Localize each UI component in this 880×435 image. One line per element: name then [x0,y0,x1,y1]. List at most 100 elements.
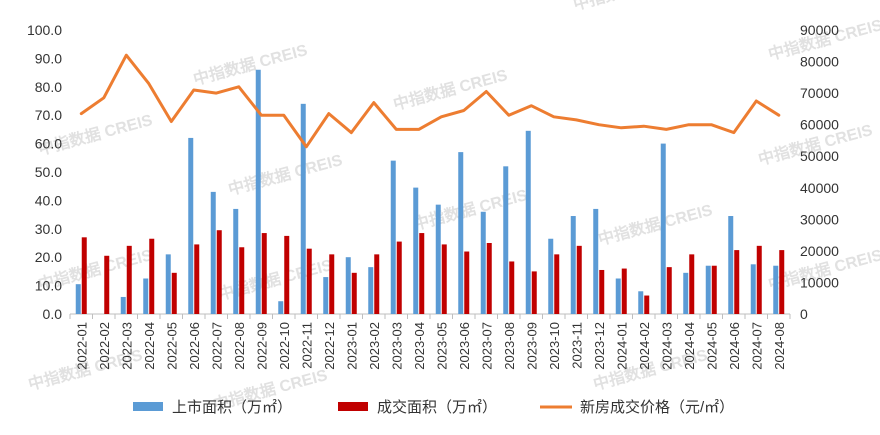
y-left-tick-label: 60.0 [35,136,62,152]
watermark-text: 中指数据 CREIS [226,150,345,199]
bar-sold-area-2023-06 [464,251,470,314]
x-tick-label: 2022-04 [142,322,157,370]
bar-sold-area-2023-04 [419,233,425,314]
bar-listed-area-2023-09 [525,130,531,314]
bar-listed-area-2023-12 [593,208,599,314]
bar-listed-area-2022-11 [300,103,306,314]
x-tick-label: 2023-03 [389,322,404,370]
legend-swatch-listed [133,402,163,411]
x-tick-label: 2023-07 [479,322,494,370]
bar-listed-area-2024-04 [683,272,689,314]
bar-listed-area-2022-09 [255,69,261,314]
x-tick-label: 2022-01 [74,322,89,370]
y-right-tick-label: 90000 [800,22,839,38]
x-tick-label: 2024-01 [614,322,629,370]
y-right-tick-label: 30000 [800,211,839,227]
x-tick-label: 2023-11 [569,322,584,369]
y-right-tick-label: 40000 [800,180,839,196]
price-line-path [79,53,781,149]
legend: 上市面积（万㎡） 成交面积（万㎡） 新房成交价格（元/㎡） [133,398,734,416]
x-tick-label: 2022-12 [322,322,337,370]
bar-sold-area-2024-06 [734,250,740,314]
x-tick-label: 2022-07 [209,322,224,370]
bar-sold-area-2022-07 [216,230,222,314]
y-left-tick-label: 20.0 [35,249,62,265]
axes [69,313,791,319]
legend-swatch-sold [338,402,368,411]
bar-sold-area-2022-11 [306,248,312,314]
bar-sold-area-2023-09 [531,271,537,314]
bar-sold-area-2022-03 [126,245,132,314]
bar-sold-area-2023-05 [441,244,447,314]
y-left-axis-ticks: 0.0 10.0 20.0 30.0 40.0 50.0 60.0 70.0 80.0 90.0 1… [27,22,62,322]
bar-listed-area-2023-03 [390,160,396,314]
watermark-text: 中指数据 CREIS [411,185,530,234]
bar-listed-area-2023-05 [435,204,441,314]
bar-sold-area-2023-03 [396,241,402,314]
legend-label-sold: 成交面积（万㎡） [377,398,497,416]
y-right-axis-ticks: 0 10000 20000 30000 40000 50000 60000 70000 8000… [800,22,839,322]
bar-listed-area-2024-07 [750,264,756,314]
y-left-tick-label: 0.0 [43,306,63,322]
y-left-tick-label: 40.0 [35,192,62,208]
bar-sold-area-2022-10 [284,235,290,314]
bar-listed-area-2023-04 [413,187,419,314]
legend-label-price: 新房成交价格（元/㎡） [580,398,734,416]
bar-sold-area-2022-05 [171,272,177,314]
x-tick-label: 2024-03 [659,322,674,370]
bar-sold-area-2024-04 [689,254,695,314]
y-left-tick-label: 70.0 [35,107,62,123]
x-tick-label: 2023-02 [367,322,382,370]
y-right-tick-label: 50000 [800,148,839,164]
bar-sold-area-2024-08 [779,250,785,314]
y-right-tick-label: 80000 [800,54,839,70]
bar-listed-area-2022-08 [233,208,239,314]
bar-listed-area-2024-05 [705,265,711,314]
bar-listed-area-2023-06 [458,152,464,314]
bar-sold-area-2022-04 [149,238,155,314]
y-right-tick-label: 60000 [800,117,839,133]
x-tick-label: 2022-06 [187,322,202,370]
watermark-text: 中指数据 CREIS [596,200,715,249]
bar-sold-area-2023-08 [509,261,515,314]
legend-label-listed: 上市面积（万㎡） [172,399,292,416]
bar-sold-area-2024-07 [756,245,762,314]
y-left-tick-label: 50.0 [35,164,62,180]
bar-sold-area-2022-01 [81,237,87,314]
bar-listed-area-2022-03 [120,296,126,314]
x-tick-label: 2024-06 [727,322,742,370]
bar-sold-area-2022-12 [329,254,335,314]
y-left-tick-label: 10.0 [35,278,62,294]
bar-listed-area-2022-07 [210,191,216,314]
y-right-tick-label: 20000 [800,243,839,259]
x-tick-label: 2024-08 [772,322,787,370]
bar-sold-area-2022-06 [194,244,200,314]
bar-listed-area-2022-04 [143,278,149,314]
bar-sold-area-2023-12 [599,269,605,314]
x-tick-label: 2023-04 [412,322,427,370]
bar-listed-area-2023-11 [570,216,576,314]
series-sold-area [81,230,785,314]
series-listed-area [75,69,779,314]
x-tick-label: 2022-05 [164,322,179,370]
bar-listed-area-2023-02 [368,267,374,314]
bar-listed-area-2023-08 [503,166,509,314]
y-left-tick-label: 100.0 [27,22,62,38]
watermark-text: 中指数据 CREIS [571,0,690,14]
x-tick-label: 2023-08 [502,322,517,370]
y-left-tick-label: 90.0 [35,50,62,66]
series-price-line [79,53,781,149]
bar-listed-area-2024-08 [773,265,779,314]
x-tick-label: 2022-11 [299,322,314,369]
bar-sold-area-2022-02 [104,255,110,314]
bar-sold-area-2024-05 [711,265,717,314]
x-tick-label: 2022-02 [97,322,112,370]
watermark-text: 中指数据 CREIS [391,65,510,114]
x-tick-label: 2024-02 [637,322,652,370]
x-tick-label: 2023-05 [434,322,449,370]
x-tick-label: 2023-12 [592,322,607,370]
x-tick-label: 2023-09 [524,322,539,370]
bar-listed-area-2022-10 [278,301,284,314]
bar-listed-area-2022-12 [323,277,329,314]
